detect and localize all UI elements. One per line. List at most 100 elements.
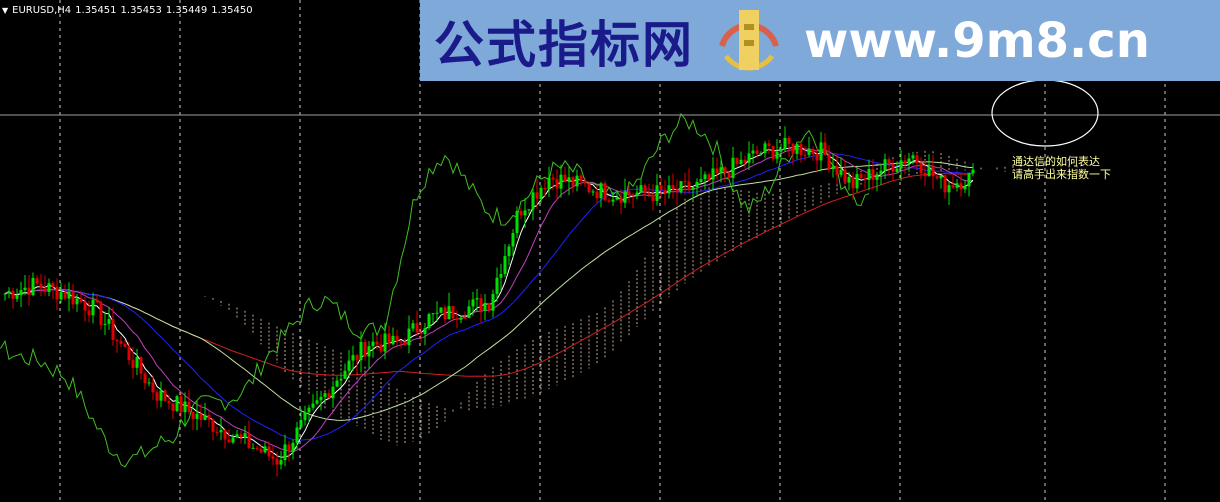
- candle-body: [475, 298, 479, 300]
- candle-body: [779, 149, 783, 152]
- candle-body: [559, 174, 563, 189]
- candle-body: [55, 286, 59, 300]
- candle-body: [583, 181, 587, 184]
- candle-body: [223, 430, 227, 440]
- candle-body: [47, 283, 51, 292]
- watermark-banner: 公式指标网 www.9m8.cn: [420, 0, 1220, 81]
- candle-body: [343, 370, 347, 379]
- candle-body: [891, 163, 895, 172]
- candle-body: [391, 335, 395, 345]
- candle-body: [507, 246, 511, 257]
- chart-header: ▼ EURUSD,H4 1.35451 1.35453 1.35449 1.35…: [2, 5, 253, 16]
- candle-body: [631, 194, 635, 196]
- candle-body: [251, 447, 255, 449]
- candle-body: [511, 233, 515, 247]
- annotation-line-2: 请高手出来指数一下: [1012, 168, 1111, 181]
- candle-body: [19, 290, 23, 296]
- candle-body: [535, 192, 539, 199]
- candle-body: [75, 298, 79, 305]
- candle-body: [131, 360, 135, 368]
- candle-body: [35, 278, 39, 284]
- candle-body: [191, 411, 195, 419]
- candle-body: [755, 150, 759, 154]
- candle-body: [479, 298, 483, 311]
- candle-body: [619, 197, 623, 203]
- candle-body: [299, 420, 303, 428]
- candle-body: [743, 159, 747, 163]
- candle-body: [555, 179, 559, 189]
- candle-body: [927, 166, 931, 177]
- candle-body: [883, 159, 887, 171]
- candle-body: [163, 390, 167, 402]
- candle-body: [819, 142, 823, 161]
- candle-body: [215, 431, 219, 433]
- candle-body: [295, 427, 299, 443]
- candle-body: [643, 185, 647, 193]
- candle-body: [431, 313, 435, 315]
- candle-body: [599, 183, 603, 199]
- candle-body: [947, 185, 951, 193]
- candle-body: [851, 176, 855, 189]
- candle-body: [679, 181, 683, 193]
- candle-body: [303, 412, 307, 421]
- candle-body: [795, 144, 799, 154]
- candle-body: [527, 209, 531, 211]
- candle-body: [875, 174, 879, 180]
- candle-body: [363, 341, 367, 357]
- candle-body: [827, 154, 831, 169]
- candle-body: [543, 187, 547, 190]
- candle-body: [763, 143, 767, 153]
- candle-body: [207, 415, 211, 420]
- candle-body: [739, 159, 743, 164]
- candle-body: [263, 446, 267, 453]
- candle-body: [563, 174, 567, 182]
- candle-body: [79, 298, 83, 303]
- candle-body: [151, 382, 155, 393]
- candle-body: [407, 328, 411, 346]
- candle-body: [831, 166, 835, 169]
- candle-body: [247, 433, 251, 448]
- candle-body: [907, 158, 911, 164]
- candle-body: [87, 310, 91, 316]
- candle-body: [899, 160, 903, 169]
- candle-body: [351, 355, 355, 361]
- candle-body: [415, 323, 419, 333]
- candle-body: [59, 292, 63, 300]
- candle-body: [919, 162, 923, 173]
- candle-body: [467, 306, 471, 318]
- candle-body: [439, 307, 443, 313]
- candle-body: [367, 346, 371, 357]
- candle-body: [203, 415, 207, 420]
- candle-body: [339, 378, 343, 381]
- candle-body: [139, 357, 143, 374]
- candle-body: [699, 179, 703, 182]
- candle-body: [451, 306, 455, 319]
- candle-body: [91, 299, 95, 316]
- candle-body: [27, 287, 31, 296]
- candle-body: [611, 199, 615, 202]
- candle-body: [311, 403, 315, 408]
- candle-body: [551, 177, 555, 180]
- candle-body: [811, 149, 815, 154]
- candle-body: [823, 142, 827, 155]
- candle-body: [379, 344, 383, 352]
- dropdown-triangle-icon[interactable]: ▼: [2, 6, 9, 15]
- candle-body: [951, 185, 955, 188]
- candle-body: [347, 360, 351, 371]
- candle-body: [463, 317, 467, 319]
- candle-body: [187, 401, 191, 412]
- candle-body: [403, 341, 407, 346]
- candle-body: [227, 439, 231, 443]
- candle-body: [459, 317, 463, 320]
- candle-body: [323, 393, 327, 397]
- candle-body: [211, 419, 215, 432]
- candle-body: [271, 456, 275, 459]
- candle-body: [371, 341, 375, 347]
- candle-body: [331, 386, 335, 399]
- candle-body: [159, 390, 163, 401]
- candle-body: [639, 185, 643, 193]
- candle-body: [715, 168, 719, 174]
- candle-body: [355, 355, 359, 361]
- candle-body: [243, 433, 247, 438]
